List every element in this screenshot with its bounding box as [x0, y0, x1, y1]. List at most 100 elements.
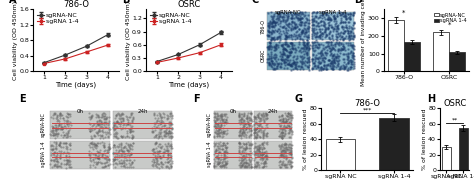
Point	[164, 149, 171, 153]
Point	[277, 53, 285, 56]
Point	[270, 36, 278, 39]
Point	[272, 48, 279, 51]
Point	[157, 156, 164, 159]
Point	[164, 131, 172, 134]
Point	[115, 117, 123, 120]
Point	[53, 114, 61, 117]
Point	[281, 128, 289, 131]
Point	[63, 159, 70, 162]
Point	[330, 59, 337, 62]
Point	[333, 36, 341, 39]
Point	[217, 117, 225, 120]
Point	[100, 165, 108, 168]
Point	[111, 146, 119, 149]
Point	[63, 136, 70, 139]
Point	[300, 32, 307, 35]
Point	[284, 144, 292, 147]
Point	[98, 116, 106, 119]
Point	[105, 144, 112, 147]
Point	[56, 113, 64, 116]
Point	[150, 111, 158, 114]
Point	[100, 141, 108, 144]
Point	[286, 136, 294, 139]
Point	[213, 145, 221, 148]
Point	[284, 34, 292, 37]
Point	[51, 164, 58, 167]
Point	[102, 157, 110, 160]
Point	[235, 158, 243, 161]
Point	[281, 143, 289, 146]
Point	[279, 50, 287, 53]
Point	[51, 123, 59, 126]
Point	[304, 45, 311, 48]
Point	[280, 53, 287, 56]
Point	[89, 129, 96, 132]
Point	[87, 122, 94, 125]
Point	[275, 163, 283, 166]
Point	[286, 112, 293, 115]
Point	[164, 133, 171, 136]
Point	[267, 65, 275, 68]
Point	[284, 114, 292, 117]
Point	[349, 51, 357, 54]
Point	[252, 122, 259, 125]
Point	[283, 55, 291, 58]
Point	[55, 142, 63, 145]
Point	[268, 60, 275, 63]
Point	[101, 153, 109, 156]
Point	[152, 121, 160, 124]
Point	[128, 136, 136, 139]
Point	[49, 158, 57, 161]
Point	[123, 123, 131, 126]
Point	[50, 112, 58, 115]
Point	[220, 113, 228, 116]
Point	[118, 113, 125, 116]
Point	[263, 114, 271, 117]
Point	[251, 119, 258, 122]
Point	[312, 27, 319, 30]
Point	[59, 151, 67, 154]
Point	[241, 132, 248, 135]
Point	[247, 128, 255, 131]
Point	[217, 143, 225, 146]
Point	[272, 53, 280, 57]
Point	[260, 162, 267, 165]
Point	[95, 151, 102, 154]
Point	[281, 26, 289, 29]
Point	[322, 33, 329, 36]
Point	[110, 124, 118, 127]
Point	[282, 37, 290, 40]
Point	[128, 113, 135, 116]
Point	[237, 136, 245, 139]
Point	[288, 131, 296, 134]
Point	[334, 23, 342, 26]
Point	[298, 54, 306, 57]
Point	[281, 163, 288, 166]
Point	[291, 21, 298, 24]
Point	[282, 141, 289, 144]
Point	[213, 135, 221, 138]
Point	[219, 158, 227, 161]
Point	[312, 44, 320, 47]
Point	[327, 44, 334, 47]
Point	[276, 65, 283, 68]
Point	[166, 143, 174, 146]
Point	[98, 122, 105, 125]
Point	[328, 35, 336, 38]
Point	[282, 57, 289, 60]
Point	[348, 53, 356, 56]
Point	[119, 164, 127, 167]
Point	[299, 46, 306, 49]
Point	[264, 28, 272, 31]
Point	[253, 147, 261, 150]
Point	[65, 163, 73, 166]
Point	[127, 143, 134, 146]
Point	[283, 58, 291, 61]
Point	[95, 157, 103, 160]
Point	[242, 143, 250, 146]
Point	[109, 127, 117, 130]
Point	[217, 114, 224, 117]
Point	[213, 126, 220, 129]
Point	[263, 156, 271, 159]
Point	[163, 157, 171, 160]
